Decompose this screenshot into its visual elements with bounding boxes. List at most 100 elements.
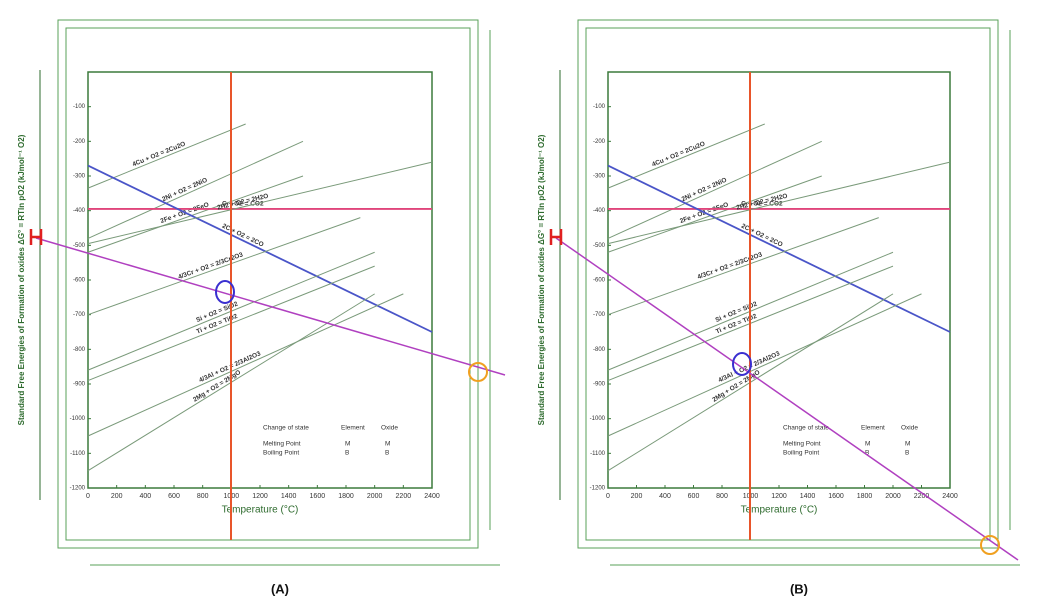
table-cell: Melting Point: [783, 441, 821, 448]
table-header: Change of state: [263, 425, 309, 432]
x-tick-label: 600: [168, 493, 180, 500]
table-header: Change of state: [783, 425, 829, 432]
x-tick-label: 1200: [252, 493, 268, 500]
y-tick-label: -1100: [70, 451, 86, 457]
y-tick-label: -300: [593, 174, 606, 180]
reaction-line: [87, 217, 361, 316]
x-tick-label: 200: [111, 493, 123, 500]
reaction-line: [87, 293, 404, 437]
x-tick-label: 400: [659, 493, 671, 500]
reaction-line: [607, 293, 922, 437]
x-tick-label: 1800: [338, 493, 354, 500]
table-cell: B: [385, 450, 389, 457]
y-tick-label: -400: [593, 208, 606, 214]
reaction-line: [87, 140, 304, 239]
plot-area: [87, 71, 433, 489]
x-tick-label: 2400: [424, 493, 440, 500]
reaction-line: [87, 161, 433, 245]
x-tick-label: 600: [688, 493, 700, 500]
x-tick-label: 2000: [367, 493, 383, 500]
panel-label: (A): [271, 581, 289, 596]
y-axis-label: Standard Free Energies of Formation of o…: [537, 134, 546, 425]
y-tick-label: -800: [73, 347, 86, 353]
ratio-circle: [980, 535, 1000, 555]
x-tick-label: 2200: [396, 493, 412, 500]
x-tick-label: 400: [139, 493, 151, 500]
x-tick-label: 1400: [281, 493, 297, 500]
reaction-line: [607, 161, 951, 245]
table-cell: B: [865, 450, 869, 457]
plot-area: [607, 71, 951, 489]
y-tick-label: -500: [73, 243, 86, 249]
x-tick-label: 0: [86, 493, 90, 500]
h-marker: [29, 229, 43, 245]
x-tick-label: 1200: [771, 493, 787, 500]
x-tick-label: 1600: [828, 493, 844, 500]
table-cell: M: [345, 441, 350, 448]
table-header: Element: [341, 425, 365, 432]
construction-line: [555, 237, 1019, 561]
outer-frame: [57, 19, 479, 549]
reaction-line: [607, 217, 879, 316]
x-tick-label: 1800: [857, 493, 873, 500]
table-header: Oxide: [901, 425, 918, 432]
table-cell: B: [345, 450, 349, 457]
y-tick-label: -700: [73, 312, 86, 318]
x-tick-label: 2400: [942, 493, 958, 500]
table-header: Element: [861, 425, 885, 432]
x-tick-label: 800: [716, 493, 728, 500]
y-tick-label: -100: [593, 104, 606, 110]
line-label: C + O2 = CO2: [222, 201, 264, 208]
inner-frame: [585, 27, 991, 541]
y-tick-label: -400: [73, 208, 86, 214]
y-tick-label: -900: [73, 382, 86, 388]
y-tick-label: -1100: [590, 451, 606, 457]
table-cell: B: [905, 450, 909, 457]
panel-label: (B): [790, 581, 808, 596]
y-tick-label: -1200: [70, 486, 86, 492]
ratio-circle: [468, 362, 488, 382]
x-axis-label: Temperature (°C): [741, 505, 818, 516]
y-axis-label: Standard Free Energies of Formation of o…: [17, 134, 26, 425]
y-tick-label: -600: [593, 278, 606, 284]
y-tick-label: -300: [73, 174, 86, 180]
table-cell: M: [865, 441, 870, 448]
table-header: Oxide: [381, 425, 398, 432]
table-cell: M: [385, 441, 390, 448]
y-tick-label: -1200: [590, 486, 606, 492]
y-tick-label: -600: [73, 278, 86, 284]
table-cell: Boiling Point: [783, 450, 819, 457]
x-tick-label: 1400: [800, 493, 816, 500]
x-tick-label: 800: [197, 493, 209, 500]
line-label: C + O2 = CO2: [741, 201, 783, 208]
y-tick-label: -1000: [590, 416, 606, 422]
y-tick-label: -1000: [70, 416, 86, 422]
h-marker: [549, 229, 563, 245]
y-tick-label: -100: [73, 104, 86, 110]
y-tick-label: -500: [593, 243, 606, 249]
y-tick-label: -200: [593, 139, 606, 145]
y-tick-label: -900: [593, 382, 606, 388]
y-tick-label: -700: [593, 312, 606, 318]
y-tick-label: -800: [593, 347, 606, 353]
construction-line: [35, 237, 506, 376]
y-tick-label: -200: [73, 139, 86, 145]
x-tick-label: 2200: [914, 493, 930, 500]
reaction-line: [87, 175, 304, 253]
x-axis-label: Temperature (°C): [222, 505, 299, 516]
inner-frame: [65, 27, 471, 541]
x-tick-label: 200: [631, 493, 643, 500]
table-cell: Melting Point: [263, 441, 301, 448]
x-tick-label: 1600: [310, 493, 326, 500]
intersection-circle: [732, 352, 752, 376]
reaction-line: [607, 140, 822, 239]
reaction-line: [607, 175, 822, 253]
table-cell: M: [905, 441, 910, 448]
intersection-circle: [215, 280, 235, 304]
table-cell: Boiling Point: [263, 450, 299, 457]
x-tick-label: 2000: [885, 493, 901, 500]
reaction-line: [607, 164, 951, 333]
outer-frame: [577, 19, 999, 549]
reaction-line: [87, 164, 433, 333]
